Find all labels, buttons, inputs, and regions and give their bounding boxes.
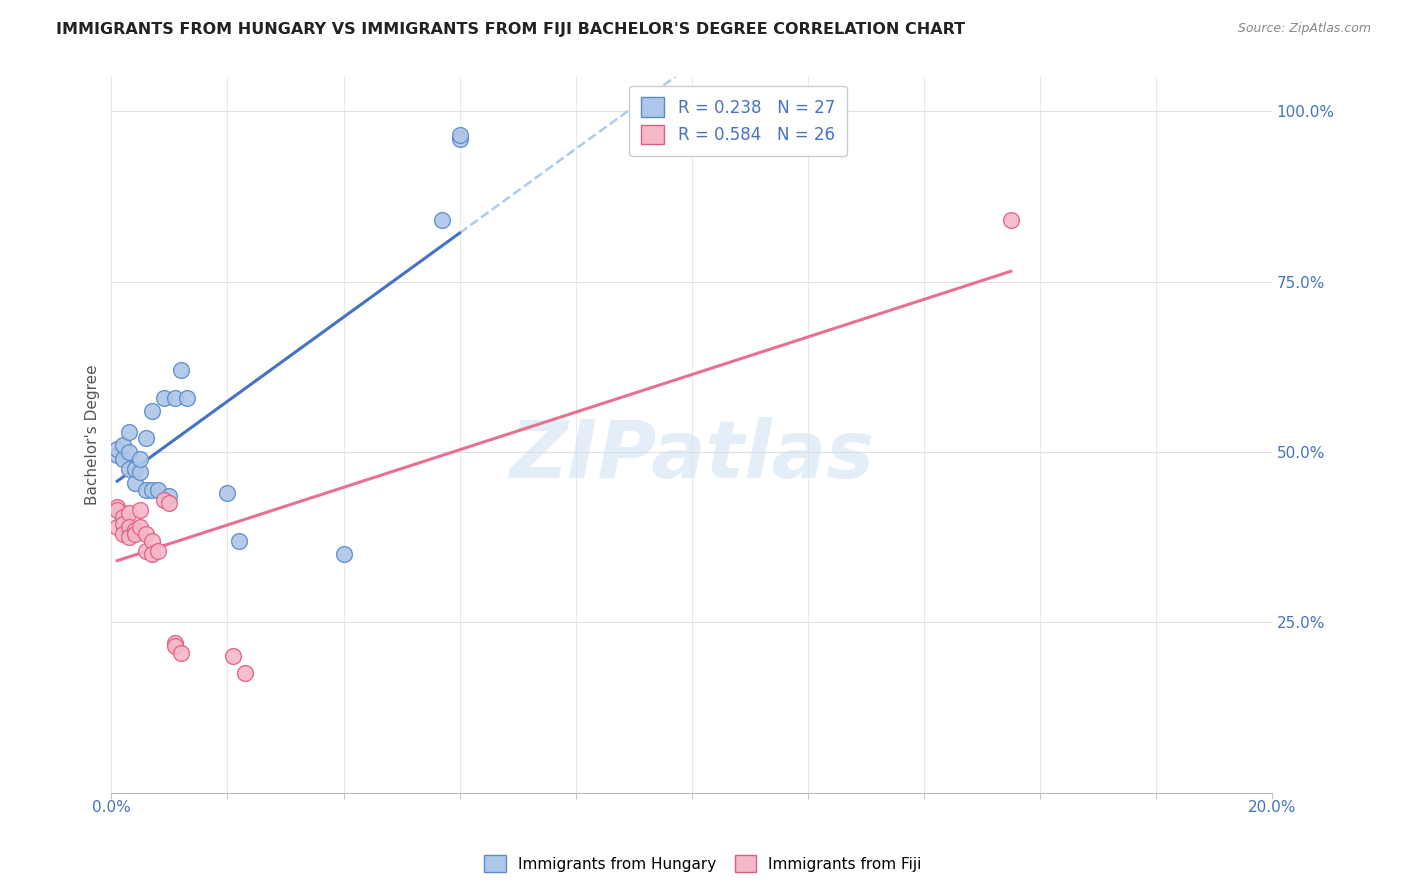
Point bbox=[165, 636, 187, 650]
Text: Source: ZipAtlas.com: Source: ZipAtlas.com bbox=[1237, 22, 1371, 36]
Point bbox=[430, 213, 453, 227]
Point bbox=[222, 649, 245, 664]
Point bbox=[118, 462, 141, 476]
Point bbox=[141, 483, 163, 497]
Point bbox=[105, 449, 128, 463]
Point bbox=[449, 128, 471, 143]
Point bbox=[118, 507, 141, 521]
Point bbox=[118, 445, 141, 459]
Legend: Immigrants from Hungary, Immigrants from Fiji: Immigrants from Hungary, Immigrants from… bbox=[477, 847, 929, 880]
Text: IMMIGRANTS FROM HUNGARY VS IMMIGRANTS FROM FIJI BACHELOR'S DEGREE CORRELATION CH: IMMIGRANTS FROM HUNGARY VS IMMIGRANTS FR… bbox=[56, 22, 966, 37]
Point bbox=[165, 391, 187, 405]
Point bbox=[233, 666, 256, 681]
Point bbox=[146, 483, 169, 497]
Text: ZIPatlas: ZIPatlas bbox=[509, 417, 875, 495]
Point bbox=[129, 466, 152, 480]
Point bbox=[111, 526, 134, 541]
Point bbox=[141, 404, 163, 418]
Point bbox=[165, 639, 187, 653]
Point bbox=[332, 547, 354, 561]
Point bbox=[105, 503, 128, 517]
Point bbox=[135, 483, 157, 497]
Point bbox=[1000, 213, 1022, 227]
Point bbox=[111, 451, 134, 466]
Point bbox=[129, 503, 152, 517]
Point bbox=[159, 496, 181, 510]
Point bbox=[152, 492, 174, 507]
Point bbox=[105, 442, 128, 456]
Point bbox=[228, 533, 250, 548]
Point bbox=[449, 132, 471, 146]
Point bbox=[141, 533, 163, 548]
Point bbox=[118, 520, 141, 534]
Point bbox=[129, 520, 152, 534]
Point bbox=[124, 475, 146, 490]
Point bbox=[124, 526, 146, 541]
Point bbox=[118, 530, 141, 544]
Point bbox=[129, 451, 152, 466]
Point bbox=[118, 425, 141, 439]
Point bbox=[152, 391, 174, 405]
Point bbox=[124, 524, 146, 538]
Point bbox=[176, 391, 198, 405]
Point bbox=[170, 646, 193, 660]
Point bbox=[111, 516, 134, 531]
Point bbox=[159, 489, 181, 503]
Point bbox=[135, 526, 157, 541]
Point bbox=[135, 432, 157, 446]
Point bbox=[105, 500, 128, 514]
Point bbox=[111, 438, 134, 452]
Point bbox=[170, 363, 193, 377]
Point bbox=[217, 486, 239, 500]
Point bbox=[146, 544, 169, 558]
Y-axis label: Bachelor's Degree: Bachelor's Degree bbox=[86, 365, 100, 506]
Legend: R = 0.238   N = 27, R = 0.584   N = 26: R = 0.238 N = 27, R = 0.584 N = 26 bbox=[630, 86, 846, 156]
Point bbox=[105, 520, 128, 534]
Point bbox=[111, 509, 134, 524]
Point bbox=[135, 544, 157, 558]
Point bbox=[124, 462, 146, 476]
Point bbox=[141, 547, 163, 561]
